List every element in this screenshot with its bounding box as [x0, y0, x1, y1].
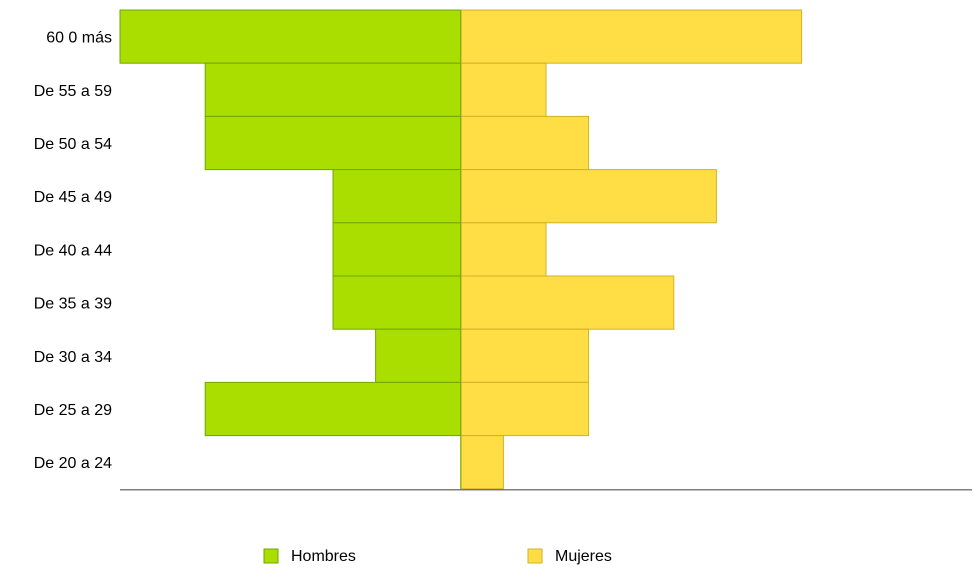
hombres-series	[119, 9, 462, 437]
legend: Hombres Mujeres	[263, 548, 612, 565]
bar-hombres	[332, 275, 462, 330]
bar-hombres	[204, 381, 462, 437]
legend-swatch	[263, 548, 279, 564]
bar-mujeres	[460, 9, 803, 64]
legend-label: Mujeres	[555, 548, 612, 565]
y-tick-label: De 45 a 49	[34, 189, 112, 206]
y-tick-label: De 30 a 34	[34, 349, 112, 366]
bar-hombres	[332, 169, 462, 224]
bar-mujeres	[460, 275, 675, 330]
bar-mujeres	[460, 435, 504, 490]
y-tick-label: De 35 a 39	[34, 296, 112, 313]
bar-mujeres	[460, 328, 590, 383]
bar-hombres	[375, 328, 462, 383]
bar-mujeres	[460, 62, 547, 117]
bar-hombres	[204, 62, 462, 117]
y-tick-label: De 55 a 59	[34, 83, 112, 100]
legend-label: Hombres	[291, 548, 356, 565]
bar-mujeres	[460, 169, 717, 224]
bar-hombres	[332, 222, 462, 277]
y-tick-label: 60 0 más	[46, 30, 112, 47]
legend-swatch	[527, 548, 543, 564]
mujeres-series	[460, 9, 803, 490]
bar-hombres	[204, 115, 462, 171]
bar-hombres	[119, 9, 462, 64]
y-tick-label: De 20 a 24	[34, 455, 112, 472]
y-tick-label: De 50 a 54	[34, 136, 112, 153]
bar-mujeres	[460, 222, 547, 277]
y-tick-label: De 25 a 29	[34, 402, 112, 419]
bar-mujeres	[460, 115, 590, 171]
y-tick-label: De 40 a 44	[34, 242, 112, 259]
bar-mujeres	[460, 381, 590, 437]
y-axis-tick-labels: 60 0 más De 55 a 59 De 50 a 54 De 45 a 49 De…	[34, 30, 112, 473]
